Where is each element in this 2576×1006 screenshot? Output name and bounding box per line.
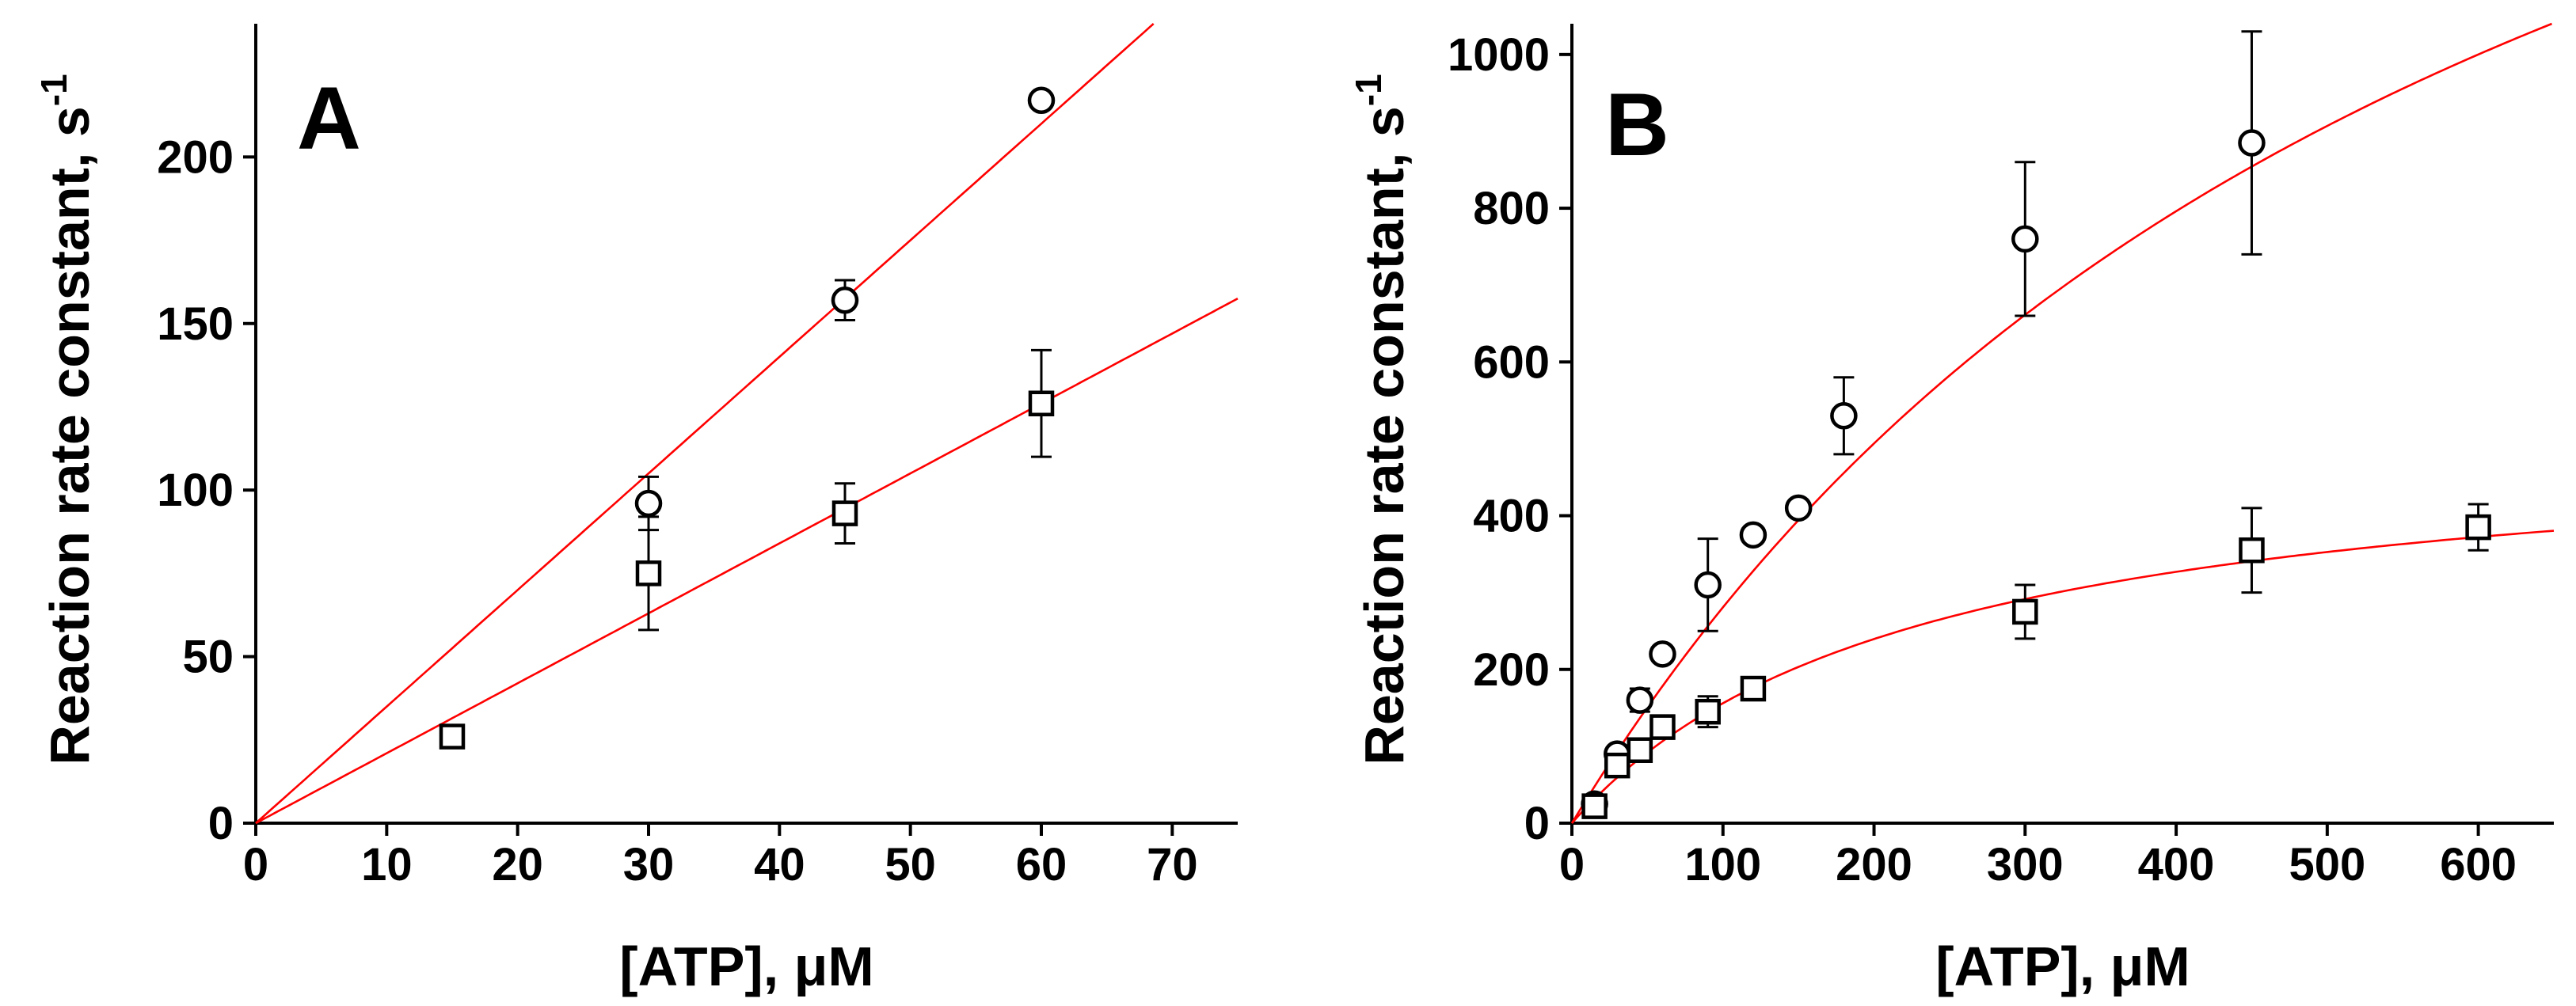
y-axis-label-b: Reaction rate constant, s-1 [1348, 74, 1415, 765]
x-tick-label-b: 500 [2289, 839, 2365, 890]
data-point-circle-b [1784, 494, 1813, 522]
y-tick-label-a: 0 [208, 798, 234, 849]
x-axis-label-b: [ATP], μM [1935, 936, 2190, 997]
data-point-square-b [1581, 793, 1608, 819]
data-point-circle-b [2011, 225, 2039, 253]
data-point-circle-a [831, 287, 859, 314]
x-tick-label-b: 400 [2138, 839, 2215, 890]
y-axis-label-b-text: Reaction rate constant, s [1353, 106, 1415, 765]
data-point-square-b [2239, 537, 2265, 564]
y-tick-label-b: 800 [1473, 183, 1550, 234]
data-point-square-b [2012, 598, 2038, 625]
data-point-square-a [1028, 390, 1055, 416]
x-tick-label-a: 60 [1016, 839, 1067, 890]
fit-line-circles-fit-b [1570, 22, 2552, 824]
data-point-square-a [439, 723, 466, 750]
panel-a: A [ATP], μM Reaction rate constant, s-1 … [33, 23, 1239, 997]
x-tick-label-b: 100 [1684, 839, 1761, 890]
y-axis-label-a-text: Reaction rate constant, s [39, 106, 101, 765]
fit-line-squares-fit-a [255, 298, 1239, 825]
x-tick-label-a: 70 [1147, 839, 1198, 890]
data-point-square-b [1649, 714, 1676, 740]
data-point-circle-b [1694, 571, 1722, 599]
y-tick-label-b: 1000 [1448, 29, 1550, 81]
x-tick-label-a: 10 [361, 839, 413, 890]
data-point-circle-b [1649, 640, 1676, 668]
data-point-circle-b [1830, 402, 1858, 430]
x-tick-label-a: 30 [623, 839, 675, 890]
data-point-circle-a [1027, 86, 1056, 115]
fit-line-squares-fit-b [1571, 530, 2555, 824]
y-tick-label-a: 150 [157, 298, 234, 350]
y-tick-label-b: 400 [1473, 491, 1550, 542]
data-point-square-a [635, 560, 662, 587]
data-point-circle-b [1626, 686, 1654, 714]
y-tick-label-a: 100 [157, 465, 234, 516]
x-tick-label-b: 200 [1836, 839, 1912, 890]
x-tick-label-a: 40 [754, 839, 805, 890]
y-tick-label-b: 0 [1524, 798, 1550, 849]
data-point-square-b [2465, 514, 2491, 541]
data-point-square-b [1627, 737, 1653, 763]
data-point-square-a [831, 500, 858, 526]
x-tick-label-a: 0 [243, 839, 268, 890]
fit-line-circles-fit-a [255, 23, 1155, 824]
y-tick-label-a: 200 [157, 131, 234, 183]
y-axis-label-a: Reaction rate constant, s-1 [33, 74, 101, 765]
x-axis-label-a: [ATP], μM [619, 936, 873, 997]
x-tick-label-b: 300 [1987, 839, 2064, 890]
x-tick-label-a: 50 [885, 839, 936, 890]
panel-label-a: A [297, 69, 361, 168]
x-tick-label-a: 20 [492, 839, 543, 890]
data-point-circle-b [2238, 129, 2266, 157]
y-axis-label-b-superscript: -1 [1348, 74, 1389, 106]
data-point-circle-a [634, 489, 663, 518]
y-axis-label-a-superscript: -1 [33, 74, 74, 106]
y-tick-label-a: 50 [182, 632, 234, 683]
x-tick-label-b: 0 [1559, 839, 1585, 890]
y-tick-label-b: 600 [1473, 336, 1550, 388]
data-point-circle-b [1739, 521, 1767, 549]
panel-b: B [ATP], μM Reaction rate constant, s-1 … [1348, 22, 2555, 997]
panel-label-b: B [1605, 75, 1669, 174]
data-point-square-b [1740, 675, 1767, 702]
y-tick-label-b: 200 [1473, 644, 1550, 696]
data-point-square-b [1604, 752, 1630, 779]
data-point-square-b [1695, 698, 1721, 725]
x-tick-label-b: 600 [2440, 839, 2517, 890]
